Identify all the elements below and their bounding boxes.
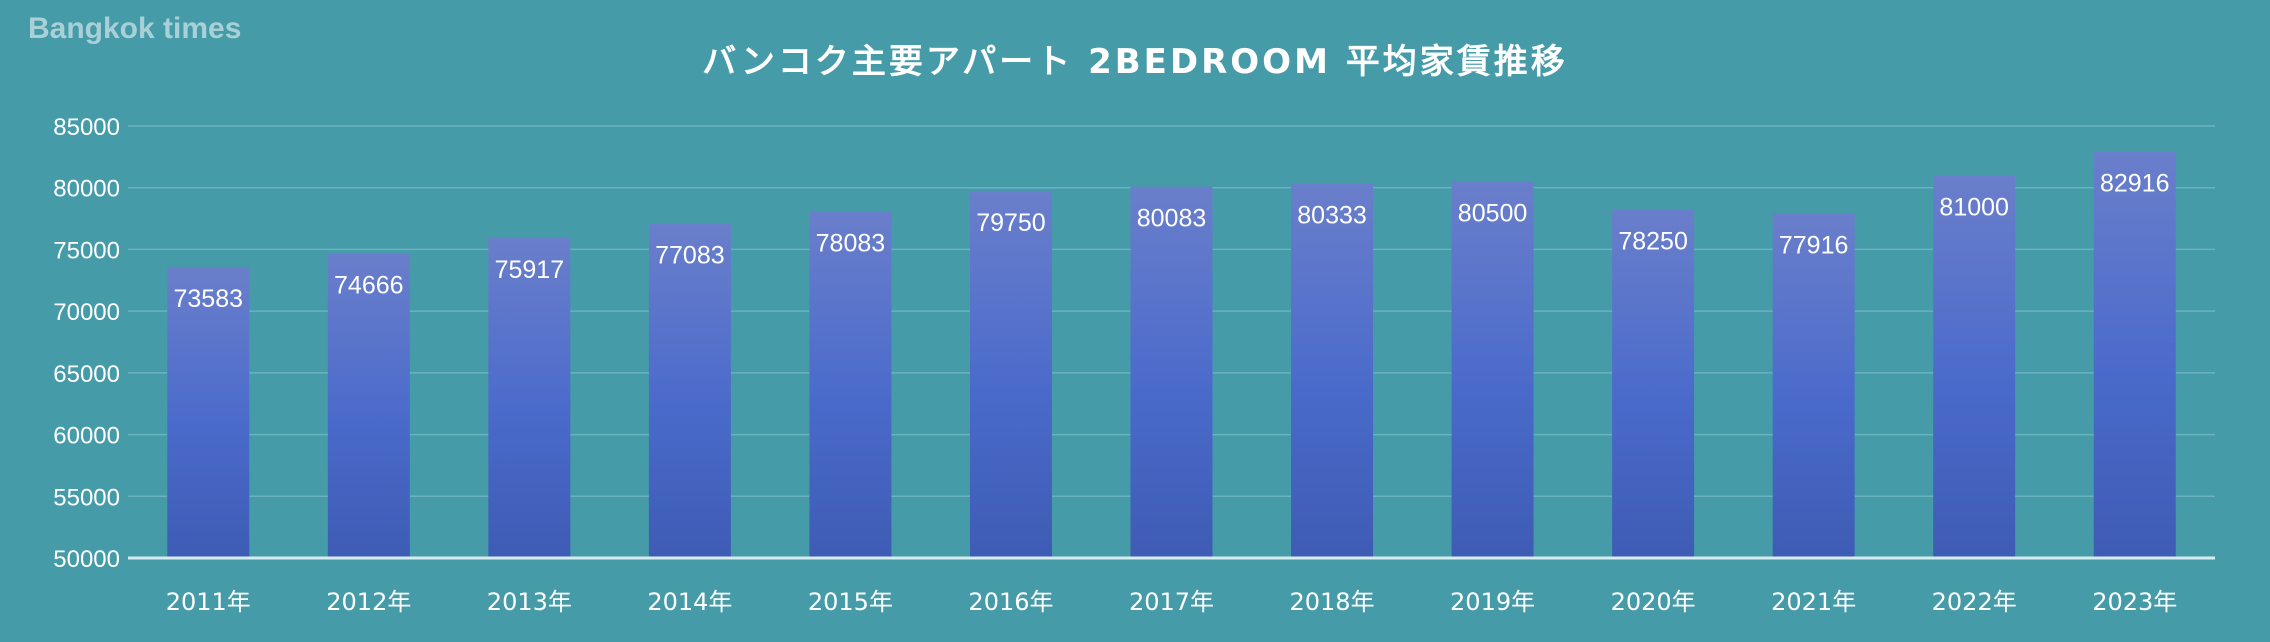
data-label: 77916 — [1779, 231, 1849, 259]
data-label: 73583 — [174, 285, 244, 313]
bar — [2093, 151, 2176, 558]
data-label: 75917 — [495, 256, 565, 284]
bar — [969, 190, 1052, 559]
y-tick-label: 60000 — [53, 423, 120, 450]
y-axis-ticks: 50000 55000 60000 65000 70000 75000 80000 85000 — [53, 114, 120, 573]
chart-title: バンコク主要アパート 2BEDROOM 平均家賃推移 — [702, 42, 1568, 82]
bar — [1451, 181, 1534, 559]
x-tick-label: 2012年 — [326, 588, 411, 616]
x-tick-label: 2019年 — [1450, 588, 1535, 616]
x-tick-label: 2018年 — [1289, 588, 1374, 616]
data-labels: 73583 74666 75917 77083 78083 79750 80083 80333… — [174, 170, 2170, 313]
x-tick-label: 2014年 — [647, 588, 732, 616]
x-tick-label: 2017年 — [1129, 588, 1214, 616]
bar — [327, 253, 410, 558]
x-tick-label: 2020年 — [1611, 588, 1696, 616]
data-label: 80333 — [1297, 202, 1367, 230]
y-tick-label: 80000 — [53, 176, 120, 203]
x-tick-label: 2016年 — [968, 588, 1053, 616]
data-label: 80500 — [1458, 200, 1528, 228]
x-axis-ticks: 2011年 2012年 2013年 2014年 2015年 2016年 2017年 2018年… — [166, 588, 2178, 616]
y-tick-label: 70000 — [53, 299, 120, 326]
data-label: 82916 — [2100, 170, 2170, 198]
y-tick-label: 65000 — [53, 361, 120, 388]
bar — [1612, 209, 1695, 559]
data-label: 80083 — [1137, 205, 1207, 233]
x-tick-label: 2015年 — [808, 588, 893, 616]
y-tick-label: 55000 — [53, 484, 120, 511]
data-label: 79750 — [976, 209, 1046, 237]
data-label: 78083 — [816, 229, 886, 257]
data-label: 81000 — [1939, 193, 2009, 221]
bar — [1772, 213, 1855, 558]
bar — [488, 238, 571, 558]
x-tick-label: 2022年 — [1932, 588, 2017, 616]
y-tick-label: 75000 — [53, 237, 120, 264]
x-tick-label: 2023年 — [2092, 588, 2177, 616]
data-label: 78250 — [1618, 227, 1688, 255]
y-tick-label: 50000 — [53, 546, 120, 573]
x-tick-label: 2013年 — [487, 588, 572, 616]
bar — [167, 266, 250, 558]
bar — [809, 211, 892, 558]
data-label: 74666 — [334, 272, 404, 300]
y-tick-label: 85000 — [53, 114, 120, 141]
data-label: 77083 — [655, 242, 725, 270]
x-tick-label: 2011年 — [166, 588, 251, 616]
bar — [1130, 186, 1213, 559]
bar — [1291, 183, 1374, 558]
x-tick-label: 2021年 — [1771, 588, 1856, 616]
watermark-logo: Bangkok times — [28, 12, 242, 45]
bar — [1933, 175, 2016, 558]
bars — [167, 151, 2176, 559]
bar — [648, 223, 731, 559]
